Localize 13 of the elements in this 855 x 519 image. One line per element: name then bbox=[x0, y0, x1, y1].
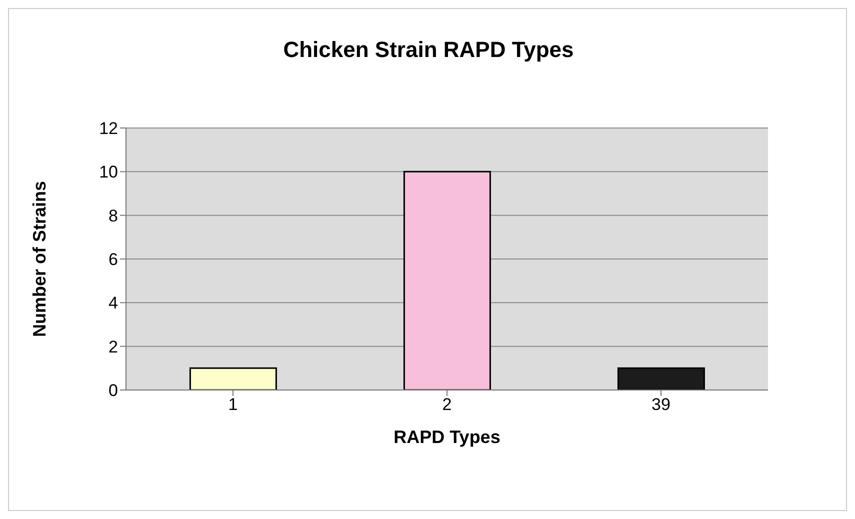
x-tick-label: 39 bbox=[652, 395, 670, 414]
chart-title: Chicken Strain RAPD Types bbox=[282, 37, 575, 63]
y-tick-label: 2 bbox=[108, 337, 118, 356]
x-tick-label: 2 bbox=[442, 395, 452, 414]
y-tick-label: 8 bbox=[108, 206, 118, 226]
y-tick-label: 12 bbox=[99, 119, 118, 138]
y-tick-label: 0 bbox=[108, 381, 118, 400]
x-tick-label: 1 bbox=[228, 395, 238, 414]
y-axis-title: Number of Strains bbox=[29, 180, 50, 338]
y-tick-label: 6 bbox=[108, 250, 118, 270]
x-axis-title: RAPD Types bbox=[394, 426, 500, 447]
y-tick-label: 10 bbox=[99, 162, 118, 182]
y-tick-label: 4 bbox=[108, 294, 118, 313]
